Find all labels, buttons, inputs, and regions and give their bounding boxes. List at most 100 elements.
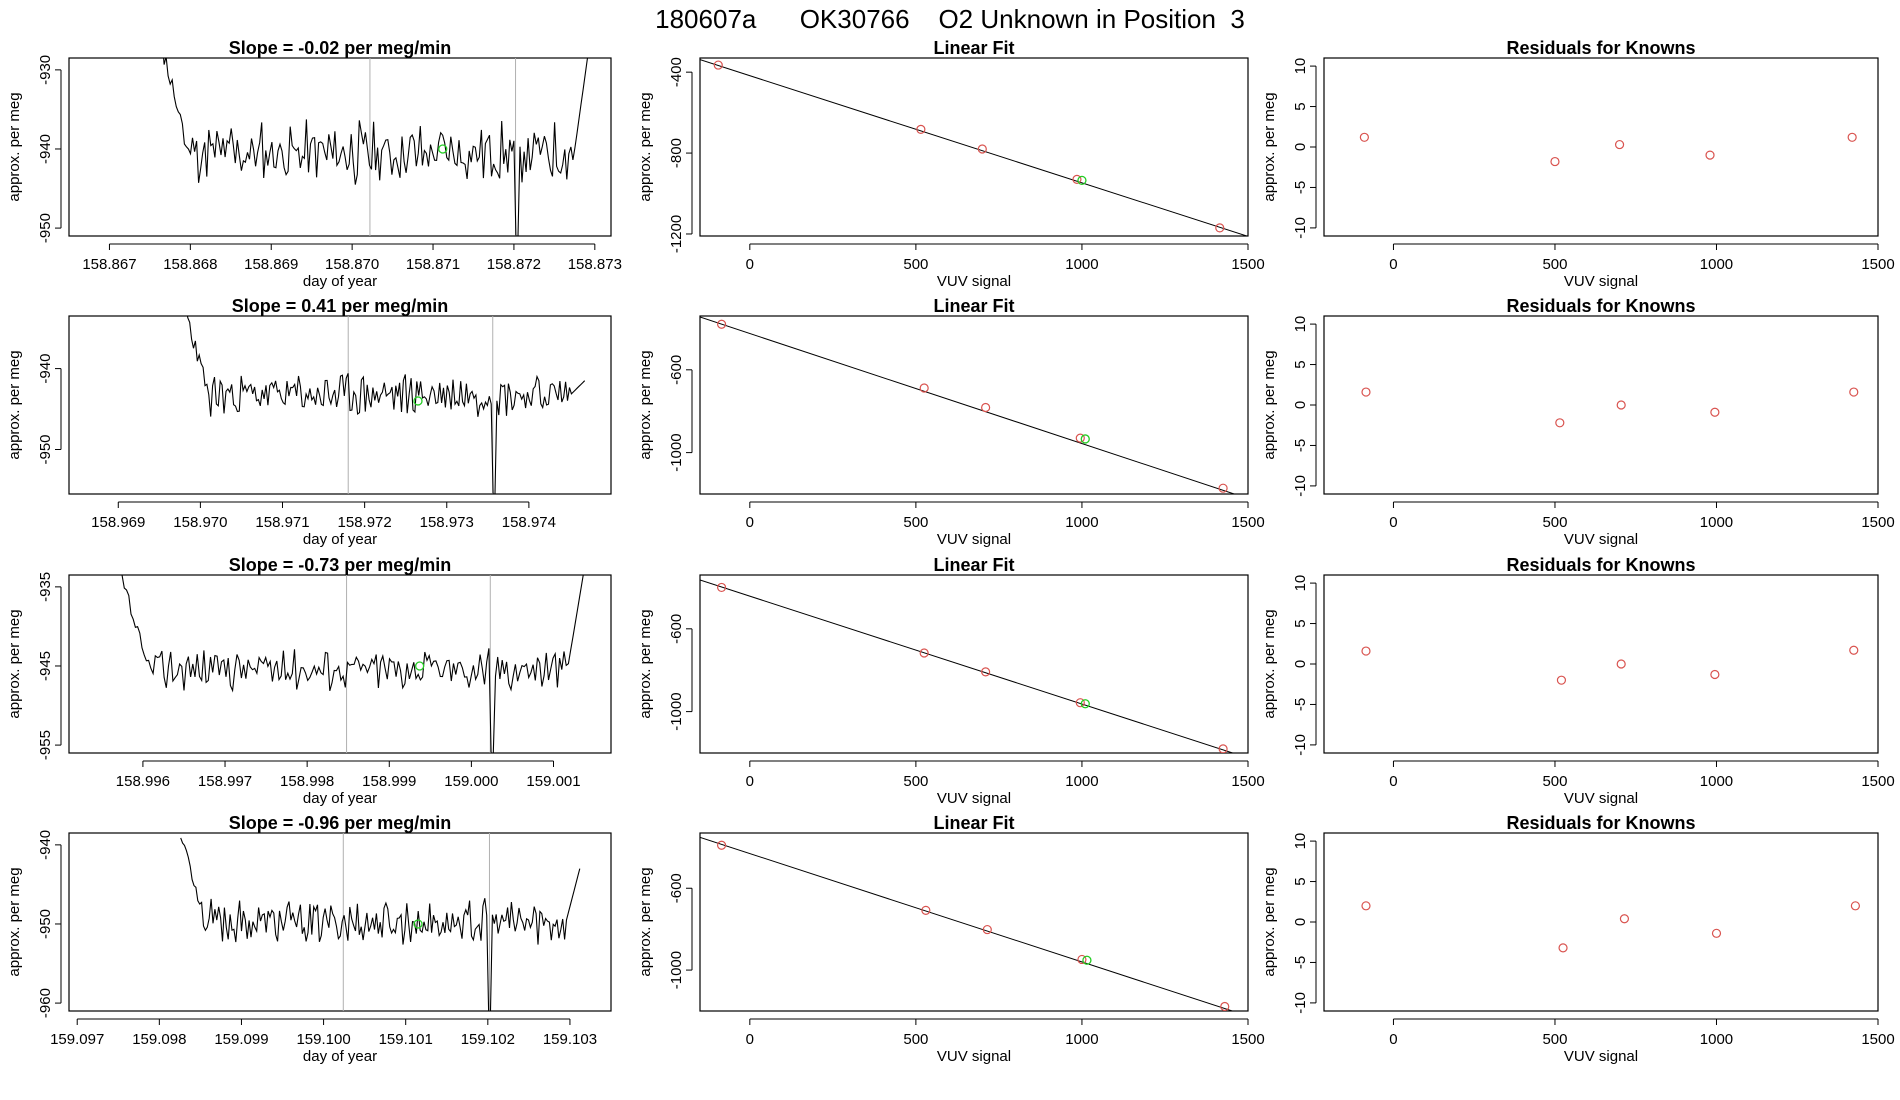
x-tick-label: 1000 (1065, 514, 1098, 531)
residual-point (1705, 150, 1715, 160)
residual-point (1711, 928, 1722, 938)
y-tick-label: -945 (37, 651, 54, 681)
unknown-sample-marker (413, 396, 423, 406)
residual-point (1849, 645, 1859, 655)
y-tick-label: -5 (1292, 956, 1309, 969)
y-axis-label: approx. per meg (1261, 350, 1278, 459)
known-point (1218, 483, 1228, 493)
known-point (1220, 1001, 1230, 1011)
residual-point (1710, 407, 1720, 417)
x-tick-label: 500 (903, 256, 928, 273)
known-point (716, 582, 727, 593)
x-axis-label: day of year (303, 531, 377, 548)
y-tick-label: 5 (1292, 102, 1309, 110)
x-tick-label: 158.999 (362, 773, 416, 790)
y-tick-label: -10 (1292, 217, 1309, 239)
x-tick-label: 158.970 (173, 514, 227, 531)
x-tick-label: 158.972 (338, 514, 392, 531)
y-tick-label: -950 (37, 909, 54, 939)
residual-point (1616, 659, 1626, 669)
y-tick-label: -10 (1292, 475, 1309, 497)
x-tick-label: 159.001 (526, 773, 580, 790)
y-tick-label: -955 (37, 730, 54, 760)
x-tick-label: 500 (1542, 256, 1567, 273)
known-point (1218, 744, 1228, 753)
fit-line (700, 836, 1234, 1011)
y-tick-label: -935 (37, 572, 54, 602)
y-axis-label: approx. per meg (637, 92, 654, 201)
x-tick-label: 158.996 (116, 773, 170, 790)
x-axis-label: VUV signal (937, 790, 1011, 807)
x-tick-label: 500 (1542, 1031, 1567, 1048)
plot-frame (1323, 315, 1879, 495)
plot-area (1361, 387, 1859, 428)
unknown-sample-marker (438, 144, 448, 154)
x-tick-label: 1000 (1065, 256, 1098, 273)
plot-frame (1323, 57, 1879, 237)
fit-line (700, 59, 1248, 236)
known-point (716, 319, 727, 329)
residual-point (1558, 943, 1568, 953)
y-axis-label: approx. per meg (637, 867, 654, 976)
residual-point (1361, 901, 1371, 911)
known-point (1075, 698, 1085, 708)
x-tick-label: 159.102 (461, 1031, 515, 1048)
plot-frame (699, 57, 1249, 237)
figure-title: 180607a OK30766 O2 Unknown in Position 3 (655, 4, 1245, 34)
x-tick-label: 500 (1542, 514, 1567, 531)
x-tick-label: 1000 (1700, 514, 1733, 531)
x-tick-label: 159.103 (543, 1031, 597, 1048)
residual-point (1616, 400, 1626, 410)
panel-title: Residuals for Knowns (1506, 38, 1695, 58)
x-tick-label: 159.101 (379, 1031, 433, 1048)
y-tick-label: 5 (1292, 877, 1309, 885)
chart-panel-residuals-row4: Residuals for Knowns 0 500 1000 1500 VUV sign… (1261, 813, 1895, 1065)
x-axis-label: VUV signal (1564, 1048, 1638, 1065)
y-tick-label: -10 (1292, 992, 1309, 1014)
panel-title: Slope = -0.73 per meg/min (229, 555, 452, 575)
y-tick-label: -1000 (668, 951, 685, 989)
x-axis-label: VUV signal (1564, 273, 1638, 290)
panel-title: Slope = 0.41 per meg/min (232, 296, 449, 316)
x-tick-label: 158.998 (280, 773, 334, 790)
plot-frame (68, 57, 612, 237)
plot-area (700, 316, 1236, 494)
panel-title: Linear Fit (933, 38, 1014, 58)
x-axis-label: day of year (303, 273, 377, 290)
time-series-line (121, 575, 584, 753)
residual-point (1619, 914, 1630, 924)
x-tick-label: 158.871 (406, 256, 460, 273)
plot-frame (699, 832, 1249, 1012)
x-tick-label: 158.974 (502, 514, 556, 531)
residual-point (1361, 646, 1371, 656)
y-tick-label: 0 (1292, 143, 1309, 151)
unknown-point (1080, 434, 1090, 444)
residual-point (1361, 387, 1371, 397)
chart-panel-residuals-row3: Residuals for Knowns 0 500 1000 1500 VUV sign… (1261, 555, 1895, 807)
x-axis-label: VUV signal (937, 1048, 1011, 1065)
unknown-point (1077, 175, 1087, 186)
chart-panel-time-series-row1: Slope = -0.02 per meg/min 158.867 158.868 1… (6, 38, 622, 290)
x-tick-label: 500 (903, 514, 928, 531)
x-axis-label: day of year (303, 790, 377, 807)
x-tick-label: 0 (1389, 256, 1397, 273)
residual-point (1850, 901, 1860, 911)
x-tick-label: 0 (746, 514, 754, 531)
plot-frame (699, 315, 1249, 495)
fit-line (700, 579, 1235, 753)
x-tick-label: 1500 (1231, 256, 1264, 273)
x-tick-label: 158.997 (198, 773, 252, 790)
y-axis-label: approx. per meg (6, 867, 23, 976)
y-tick-label: -5 (1292, 698, 1309, 711)
y-tick-label: -950 (37, 434, 54, 464)
plot-area (1361, 901, 1860, 953)
known-point (1072, 174, 1082, 184)
known-point (1075, 433, 1085, 443)
plot-frame (68, 315, 612, 495)
x-tick-label: 0 (746, 256, 754, 273)
y-tick-label: -5 (1292, 181, 1309, 194)
chart-panel-residuals-row2: Residuals for Knowns 0 500 1000 1500 VUV sign… (1261, 296, 1895, 548)
unknown-sample-marker (413, 919, 423, 929)
x-tick-label: 500 (903, 773, 928, 790)
